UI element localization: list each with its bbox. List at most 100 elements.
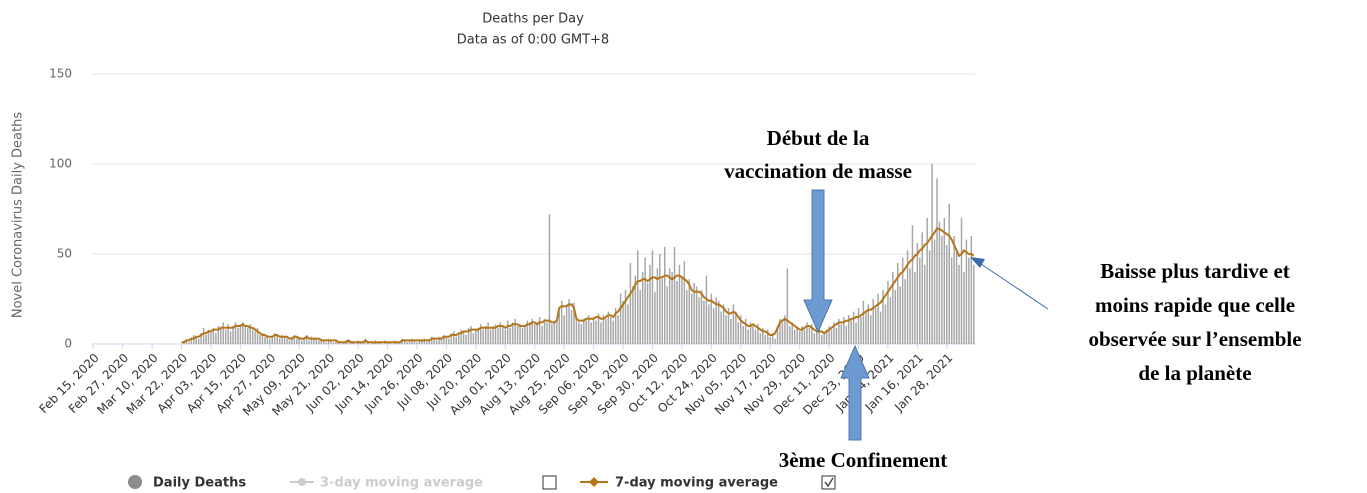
bar (578, 322, 580, 344)
bar (215, 333, 217, 344)
annotation-text: Baisse plus tardive et (1100, 259, 1290, 283)
bar (482, 329, 484, 344)
bar (727, 308, 730, 344)
legend-dot (298, 478, 306, 486)
annotations: Début de la vaccination de masse 3ème Conf… (724, 126, 1301, 472)
bar (845, 326, 847, 344)
bar (293, 335, 296, 344)
bar (288, 340, 291, 344)
bar (477, 327, 480, 344)
bar (558, 311, 560, 344)
bar (823, 331, 825, 344)
bar (418, 340, 421, 344)
bar (502, 326, 504, 344)
bar (835, 327, 838, 344)
bar (602, 315, 605, 344)
bar (968, 257, 970, 344)
bar (767, 329, 769, 344)
bar (874, 308, 877, 344)
bar (450, 333, 453, 344)
bar (688, 279, 690, 344)
bar (813, 333, 816, 344)
bar (224, 329, 227, 344)
bar (607, 311, 610, 344)
bar (610, 317, 612, 344)
chart-title: Deaths per Day (482, 12, 584, 27)
bar (752, 326, 754, 344)
bar (769, 336, 771, 344)
bar (622, 300, 624, 344)
y-tick-label: 50 (57, 247, 72, 261)
bar (335, 340, 337, 344)
bar (197, 338, 200, 344)
checkbox-checked[interactable] (821, 475, 836, 490)
bar (403, 340, 406, 344)
bar (759, 333, 762, 344)
bar (286, 338, 288, 344)
bar (720, 311, 722, 344)
bar (892, 272, 894, 344)
bar (433, 338, 435, 344)
bar (207, 329, 210, 344)
bar (524, 326, 526, 344)
bar (229, 331, 232, 344)
bar (914, 272, 916, 344)
bar (232, 326, 234, 344)
bar (838, 318, 840, 344)
bar (943, 218, 946, 344)
arrow-up (840, 344, 870, 441)
bar (188, 342, 190, 344)
bar (484, 326, 487, 344)
annotation-text: 3ème Confinement (779, 448, 948, 472)
bar (470, 326, 472, 344)
bar (323, 340, 325, 344)
bar (928, 250, 931, 344)
bar (480, 324, 482, 344)
bar (575, 317, 578, 344)
bar (793, 329, 796, 344)
bar (210, 331, 212, 344)
checkbox[interactable] (542, 475, 557, 490)
bar (303, 338, 305, 344)
bar (271, 336, 274, 344)
bar (595, 320, 597, 344)
bar (771, 333, 774, 344)
bar (946, 245, 948, 344)
bar (330, 340, 332, 344)
bar (281, 335, 283, 344)
bar (440, 338, 443, 344)
bar (649, 264, 651, 344)
bar (310, 336, 313, 344)
bar (278, 338, 281, 344)
bar (862, 300, 865, 344)
pointer-head (970, 257, 985, 268)
bar (847, 315, 850, 344)
bar (754, 329, 757, 344)
bar (254, 331, 256, 344)
y-axis-label: Novel Coronavirus Daily Deaths (11, 112, 26, 318)
bar (511, 322, 514, 344)
bar (801, 326, 803, 344)
bar (816, 329, 818, 344)
bar (742, 326, 744, 344)
bar (408, 340, 411, 344)
bar (543, 318, 546, 344)
bar (443, 335, 445, 344)
bar (828, 326, 830, 344)
bar (843, 317, 845, 344)
bar (560, 300, 563, 344)
bar (909, 268, 911, 344)
bar (872, 299, 874, 344)
bar (428, 340, 430, 344)
bar (970, 236, 973, 344)
bar (627, 304, 629, 344)
bar (637, 250, 639, 344)
bar (568, 299, 570, 344)
bar (261, 333, 264, 344)
y-tick-label: 100 (49, 157, 72, 171)
bar (811, 324, 813, 344)
bar (906, 250, 909, 344)
bar (308, 340, 310, 344)
bar (565, 304, 568, 344)
bar (634, 275, 637, 344)
